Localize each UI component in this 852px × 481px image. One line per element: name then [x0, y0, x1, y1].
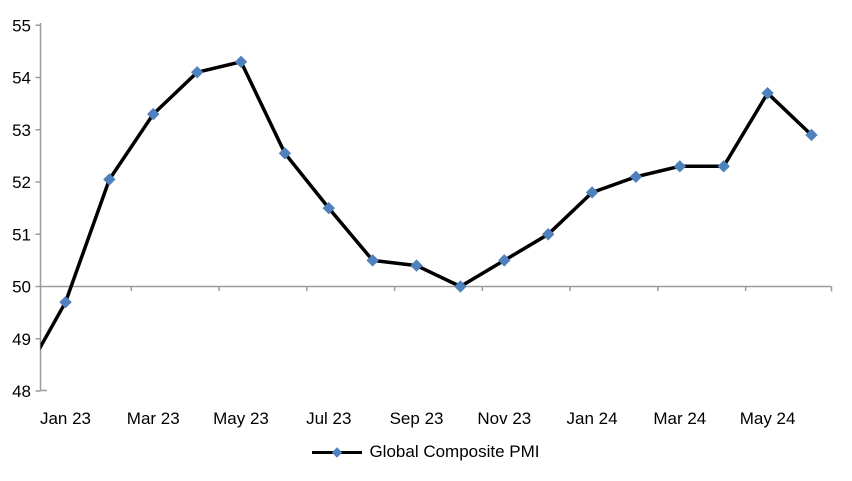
y-axis: [35, 23, 47, 392]
diamond-marker: [673, 160, 687, 173]
y-tick-label: 51: [12, 225, 31, 244]
diamond-marker: [805, 128, 818, 142]
y-tick-label: 53: [12, 121, 31, 140]
diamond-marker: [278, 147, 292, 160]
data-markers: [59, 55, 818, 309]
diamond-marker: [234, 55, 248, 69]
x-tick-label: May 24: [740, 409, 796, 428]
x-tick-label: Jan 23: [40, 409, 91, 428]
y-tick-label: 48: [12, 382, 31, 401]
y-tick-label: 52: [12, 173, 31, 192]
diamond-marker: [147, 107, 160, 121]
diamond-marker: [322, 201, 335, 215]
diamond-marker: [629, 170, 643, 183]
y-tick-label: 55: [12, 16, 31, 35]
diamond-marker: [498, 254, 511, 267]
diamond-marker: [541, 228, 555, 241]
x-tick-label: Mar 23: [127, 409, 180, 428]
diamond-marker: [366, 254, 379, 267]
diamond-marker: [717, 160, 730, 173]
pmi-data-line: [40, 59, 813, 351]
y-tick-label: 54: [12, 69, 31, 88]
diamond-marker: [454, 280, 467, 293]
y-tick-label: 49: [12, 330, 31, 349]
x-tick-label: May 23: [213, 409, 269, 428]
x-tick-label: Jan 24: [567, 409, 618, 428]
diamond-marker: [59, 295, 72, 309]
x-tick-label: Jul 23: [306, 409, 351, 428]
diamond-marker: [761, 86, 774, 100]
diamond-marker: [103, 173, 116, 186]
x-tick-label: Mar 24: [653, 409, 706, 428]
x-axis: [40, 285, 833, 292]
x-tick-label: Nov 23: [477, 409, 531, 428]
diamond-marker: [190, 66, 204, 79]
diamond-marker: [410, 259, 423, 272]
y-tick-label: 50: [12, 278, 31, 297]
diamond-marker: [585, 186, 599, 199]
x-tick-label: Sep 23: [390, 409, 444, 428]
